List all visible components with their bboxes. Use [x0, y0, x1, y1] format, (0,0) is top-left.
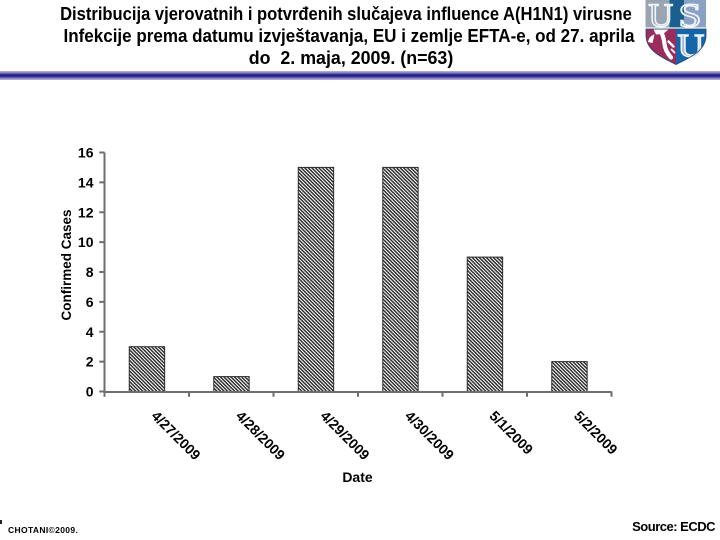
- svg-text:5/2/2009: 5/2/2009: [571, 408, 621, 458]
- svg-text:Date: Date: [342, 469, 373, 485]
- svg-text:2: 2: [86, 354, 94, 370]
- svg-text:4/28/2009: 4/28/2009: [233, 408, 289, 464]
- svg-text:8: 8: [86, 264, 94, 280]
- svg-text:4/30/2009: 4/30/2009: [402, 408, 458, 464]
- svg-text:14: 14: [78, 175, 94, 191]
- svg-text:4/27/2009: 4/27/2009: [148, 408, 204, 464]
- svg-text:U: U: [678, 27, 705, 64]
- svg-text:10: 10: [78, 234, 94, 250]
- svg-text:16: 16: [78, 145, 94, 161]
- svg-text:Confirmed Cases: Confirmed Cases: [59, 209, 74, 320]
- svg-text:5/1/2009: 5/1/2009: [486, 408, 536, 458]
- svg-text:4/29/2009: 4/29/2009: [317, 408, 373, 464]
- svg-text:0: 0: [86, 384, 94, 400]
- svg-text:12: 12: [78, 204, 94, 220]
- svg-text:6: 6: [86, 294, 94, 310]
- svg-text:4: 4: [86, 324, 94, 340]
